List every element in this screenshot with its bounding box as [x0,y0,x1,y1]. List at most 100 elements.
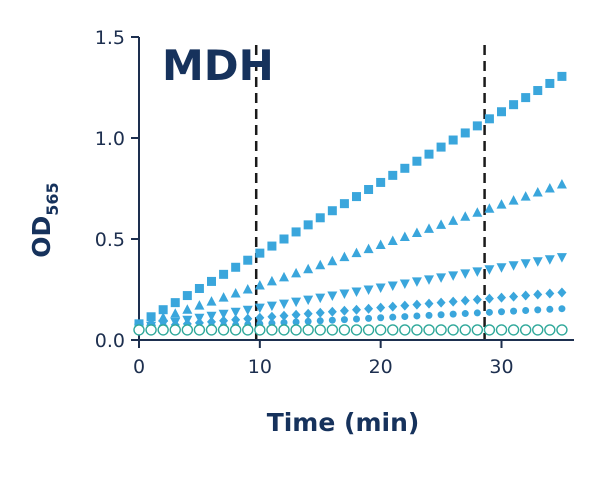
x-tick-label: 30 [489,356,513,378]
data-point-open-circle [459,324,471,336]
data-point-circle [280,319,288,327]
data-point-circle [485,308,493,316]
data-point-square [364,185,374,195]
data-point-diamond [448,296,458,307]
data-point-diamond [460,295,470,306]
data-point-diamond [497,292,506,303]
data-point-circle [413,312,421,320]
data-point-diamond [424,298,434,309]
data-point-open-circle [447,324,459,336]
data-point-diamond [243,313,253,324]
data-point-square [170,298,180,308]
data-point-open-circle [423,324,435,336]
data-point-triangle-down [520,259,531,269]
data-point-triangle-up [315,259,326,270]
data-point-triangle-up [436,219,447,229]
data-point-square [533,86,543,96]
data-point-open-circle [399,324,411,336]
data-point-diamond [509,291,519,302]
data-point-triangle-up [532,187,543,197]
data-point-square [557,71,567,81]
data-point-triangle-down [448,271,459,281]
data-point-circle [304,317,312,325]
data-point-triangle-down [279,299,289,310]
data-point-circle [401,313,409,321]
data-point-square [448,135,458,145]
data-point-open-circle [374,324,387,336]
data-point-triangle-up [544,183,555,193]
y-tick-label: 0.5 [95,229,125,251]
data-point-triangle-down [351,287,362,298]
data-point-square [219,269,229,279]
data-point-diamond [533,289,543,300]
data-point-triangle-down [436,273,447,283]
series-triangle-up [134,178,567,330]
data-point-triangle-down [206,311,217,322]
data-point-square [339,199,349,209]
data-point-open-circle [193,324,206,336]
data-point-square [509,100,519,110]
data-point-open-circle [205,324,218,336]
data-point-triangle-down [411,277,422,287]
data-point-triangle-down [424,275,434,285]
data-point-circle [522,307,530,315]
data-point-open-circle [145,324,157,336]
data-point-open-circle [544,324,556,336]
data-point-diamond [545,288,555,299]
data-point-circle [461,310,469,318]
data-point-triangle-up [206,296,217,306]
data-point-square [424,149,434,159]
data-point-triangle-down [327,291,338,302]
data-point-diamond [400,300,410,311]
axes [131,36,574,348]
data-point-square [291,227,301,237]
data-point-diamond [291,309,301,320]
data-point-open-circle [302,324,314,336]
data-point-triangle-down [484,265,495,275]
data-point-triangle-up [279,271,289,282]
x-tick-label: 10 [248,356,272,378]
y-tick-label: 0.0 [95,330,125,352]
data-point-diamond [436,297,446,308]
series-triangle-down [134,253,567,334]
data-point-diamond [521,290,531,301]
data-point-triangle-up [158,312,169,322]
data-point-circle [340,316,348,324]
data-point-square [182,291,192,301]
data-point-open-circle [350,324,363,336]
data-point-circle [316,317,324,325]
data-point-circle [425,311,433,319]
data-point-triangle-up [218,292,229,302]
data-point-diamond [231,314,241,325]
data-point-square [497,107,506,117]
y-axis-title-subscript: 565 [43,182,62,215]
data-point-open-circle [362,324,375,336]
data-point-triangle-up [339,251,350,262]
data-point-square [412,156,422,166]
chart-title: MDH [162,41,274,90]
tick-labels: 0.0 0.5 1.0 1.5 0 10 20 30 [95,27,514,378]
y-tick-label: 1.5 [95,27,125,49]
data-point-circle [328,316,336,324]
data-point-square [436,142,446,152]
data-point-open-circle [507,324,520,336]
data-point-diamond [557,287,567,298]
data-point-open-circle [266,324,278,336]
data-point-circle [377,314,385,322]
data-point-square [521,93,531,103]
data-point-square [194,283,204,293]
data-point-triangle-down [363,285,374,295]
data-point-triangle-up [170,308,181,318]
data-series [133,71,568,336]
data-point-triangle-up [424,223,434,233]
data-point-square [484,114,494,124]
data-point-open-circle [338,324,351,336]
data-point-open-circle [532,324,544,336]
data-point-diamond [412,299,422,310]
data-point-triangle-down [375,283,386,293]
x-tick-label: 0 [133,356,145,378]
data-point-diamond [327,306,337,317]
data-point-triangle-down [399,279,410,289]
x-axis-title: Time (min) [267,408,420,437]
data-point-open-circle [133,324,145,336]
